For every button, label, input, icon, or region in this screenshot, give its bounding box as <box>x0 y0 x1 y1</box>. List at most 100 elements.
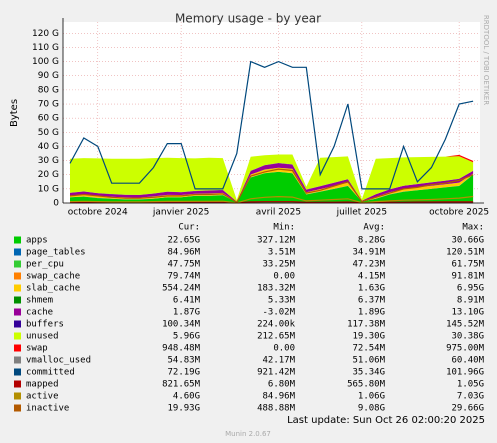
legend-swatch <box>14 284 21 292</box>
legend-header: Max: <box>462 223 484 233</box>
y-tick-label: 10 G <box>38 184 59 194</box>
area <box>70 163 474 202</box>
legend-swatch <box>14 236 21 244</box>
legend-entry: swap_cache <box>26 272 80 282</box>
legend-stat: 4.15M <box>358 272 386 282</box>
y-tick-label: 60 G <box>38 114 59 124</box>
legend-entry: inactive <box>26 404 69 414</box>
legend-entry: buffers <box>26 320 64 330</box>
legend-stat: 212.65M <box>257 332 296 342</box>
legend-stat: 9.08G <box>358 404 385 414</box>
area <box>70 163 474 202</box>
legend-stat: 6.37M <box>358 296 386 306</box>
legend-stat: 35.34G <box>352 368 385 378</box>
legend-entry: cache <box>26 308 53 318</box>
y-tick-label: 0 <box>53 199 59 209</box>
legend-stat: 327.12M <box>257 236 296 246</box>
legend-entry: slab_cache <box>26 284 80 294</box>
x-tick-label: janvier 2025 <box>152 208 210 218</box>
legend-stat: 84.96M <box>262 392 295 402</box>
legend-stat: 0.00 <box>273 272 295 282</box>
y-tick-label: 100 G <box>32 57 59 67</box>
y-tick-label: 70 G <box>38 100 59 110</box>
y-tick-label: 90 G <box>38 71 59 81</box>
legend-stat: 60.40M <box>451 356 484 366</box>
legend-entry: apps <box>26 236 48 246</box>
legend-stat: 19.30G <box>352 332 385 342</box>
legend-stat: 1.06G <box>358 392 385 402</box>
legend-stat: 224.00k <box>257 320 296 330</box>
legend-stat: 120.51M <box>446 248 485 258</box>
legend-swatch <box>14 392 21 400</box>
side-text: RRDTOOL / TOBI OETIKER <box>482 15 490 105</box>
legend-stat: 84.96M <box>167 248 200 258</box>
legend-stat: 29.66G <box>451 404 484 414</box>
legend-stat: 72.54M <box>352 344 385 354</box>
area <box>70 171 474 203</box>
legend-stat: 72.19G <box>167 368 200 378</box>
legend-stat: 0.00 <box>273 344 295 354</box>
legend-stat: 13.10G <box>451 308 484 318</box>
legend-entry: vmalloc_used <box>26 356 91 366</box>
legend-stat: 47.23M <box>352 260 385 270</box>
legend-swatch <box>14 272 21 280</box>
legend-entry: page_tables <box>26 248 86 258</box>
legend-stat: 1.63G <box>358 284 385 294</box>
legend-stat: 3.51M <box>268 248 296 258</box>
legend-stat: 821.65M <box>162 380 201 390</box>
legend-swatch <box>14 344 21 352</box>
legend-stat: 948.48M <box>162 344 201 354</box>
y-axis-label: Bytes <box>9 99 20 127</box>
x-tick-label: juillet 2025 <box>336 208 388 218</box>
legend-stat: 4.60G <box>173 392 200 402</box>
legend-stat: 8.91M <box>457 296 485 306</box>
legend-header: Min: <box>273 223 295 233</box>
legend-swatch <box>14 308 21 316</box>
y-tick-label: 30 G <box>38 156 59 166</box>
legend-swatch <box>14 320 21 328</box>
legend-stat: 54.83M <box>167 356 200 366</box>
legend-entry: swap <box>26 344 48 354</box>
legend-stat: -3.02M <box>262 308 295 318</box>
legend-swatch <box>14 356 21 364</box>
chart-title: Memory usage - by year <box>175 12 321 26</box>
y-tick-label: 110 G <box>32 43 59 53</box>
legend-entry: unused <box>26 332 59 342</box>
legend-stat: 5.96G <box>173 332 200 342</box>
legend-stat: 1.89G <box>358 308 385 318</box>
x-tick-label: avril 2025 <box>256 208 301 218</box>
legend-stat: 22.65G <box>167 236 200 246</box>
legend-swatch <box>14 332 21 340</box>
legend-stat: 8.28G <box>358 236 385 246</box>
x-tick-label: octobre 2025 <box>429 208 489 218</box>
line <box>69 60 474 190</box>
legend-stat: 6.80M <box>268 380 296 390</box>
y-tick-label: 50 G <box>38 128 59 138</box>
legend-stat: 33.25M <box>262 260 295 270</box>
legend-header: Cur: <box>178 223 200 233</box>
legend-stat: 488.88M <box>257 404 296 414</box>
legend-stat: 117.38M <box>347 320 386 330</box>
version: Munin 2.0.67 <box>225 430 271 438</box>
legend-stat: 47.75M <box>167 260 200 270</box>
legend-stat: 30.66G <box>451 236 484 246</box>
legend-entry: per_cpu <box>26 260 64 270</box>
legend-swatch <box>14 404 21 412</box>
legend-stat: 7.03G <box>457 392 484 402</box>
last-update: Last update: Sun Oct 26 02:00:20 2025 <box>287 415 485 426</box>
legend-stat: 975.00M <box>446 344 485 354</box>
x-tick-label: octobre 2024 <box>68 208 128 218</box>
line <box>69 195 474 204</box>
legend-stat: 51.06M <box>352 356 385 366</box>
legend-swatch <box>14 380 21 388</box>
line <box>69 168 474 204</box>
legend-swatch <box>14 296 21 304</box>
y-tick-label: 20 G <box>38 170 59 180</box>
legend-stat: 921.42M <box>257 368 296 378</box>
legend-stat: 5.33M <box>268 296 296 306</box>
legend-stat: 145.52M <box>446 320 485 330</box>
legend-entry: active <box>26 392 59 402</box>
legend-stat: 100.34M <box>162 320 201 330</box>
legend-entry: mapped <box>26 380 59 390</box>
